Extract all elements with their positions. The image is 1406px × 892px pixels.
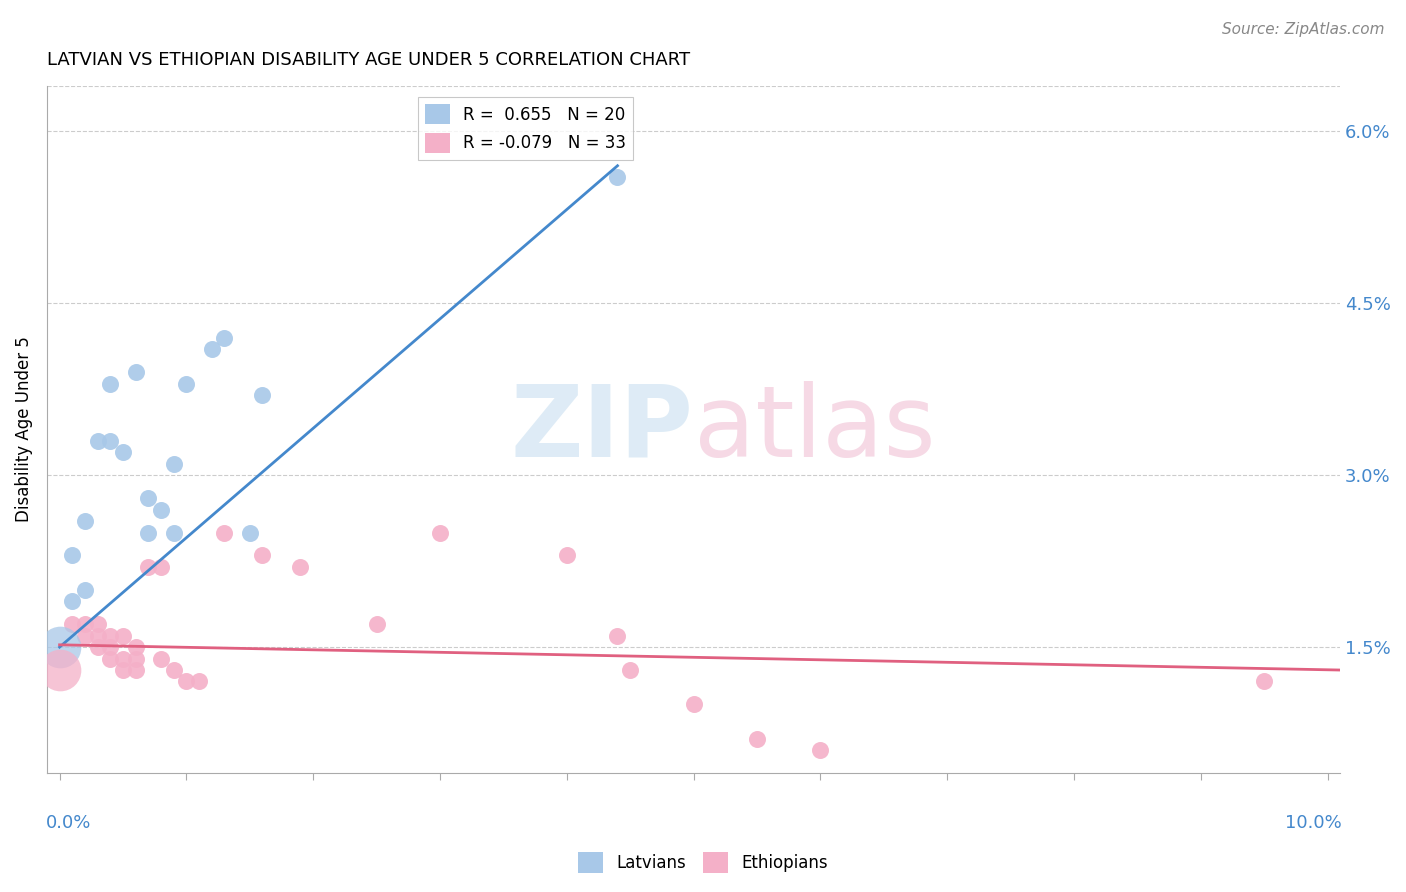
Point	[239, 525, 262, 540]
Point	[366, 617, 388, 632]
Point	[136, 525, 159, 540]
Point	[60, 617, 83, 632]
Point	[60, 594, 83, 608]
Point	[86, 434, 108, 448]
Legend: Latvians, Ethiopians: Latvians, Ethiopians	[571, 846, 835, 880]
Point	[124, 663, 146, 677]
Point	[73, 514, 96, 528]
Point	[60, 549, 83, 563]
Point	[214, 331, 236, 345]
Point	[111, 445, 134, 459]
Point	[163, 663, 186, 677]
Point	[73, 617, 96, 632]
Legend: R =  0.655   N = 20, R = -0.079   N = 33: R = 0.655 N = 20, R = -0.079 N = 33	[418, 97, 633, 160]
Point	[176, 674, 198, 689]
Point	[124, 651, 146, 665]
Point	[150, 502, 173, 516]
Point	[98, 629, 121, 643]
Point	[214, 525, 236, 540]
Point	[124, 640, 146, 654]
Point	[73, 582, 96, 597]
Text: 10.0%: 10.0%	[1285, 814, 1341, 832]
Point	[163, 457, 186, 471]
Point	[808, 743, 831, 757]
Text: atlas: atlas	[693, 381, 935, 478]
Point	[73, 629, 96, 643]
Point	[1253, 674, 1275, 689]
Point	[290, 560, 312, 574]
Text: LATVIAN VS ETHIOPIAN DISABILITY AGE UNDER 5 CORRELATION CHART: LATVIAN VS ETHIOPIAN DISABILITY AGE UNDE…	[46, 51, 690, 69]
Point	[98, 434, 121, 448]
Text: Source: ZipAtlas.com: Source: ZipAtlas.com	[1222, 22, 1385, 37]
Point	[48, 640, 70, 654]
Point	[150, 651, 173, 665]
Point	[555, 549, 578, 563]
Point	[136, 560, 159, 574]
Text: 0.0%: 0.0%	[45, 814, 91, 832]
Point	[86, 640, 108, 654]
Point	[98, 376, 121, 391]
Point	[86, 629, 108, 643]
Point	[124, 365, 146, 379]
Point	[619, 663, 641, 677]
Point	[111, 629, 134, 643]
Point	[111, 663, 134, 677]
Point	[682, 698, 704, 712]
Point	[606, 170, 628, 185]
Point	[252, 549, 274, 563]
Y-axis label: Disability Age Under 5: Disability Age Under 5	[15, 336, 32, 523]
Point	[429, 525, 451, 540]
Point	[48, 663, 70, 677]
Point	[111, 651, 134, 665]
Point	[252, 388, 274, 402]
Point	[201, 342, 224, 356]
Point	[745, 731, 768, 746]
Point	[163, 525, 186, 540]
Point	[606, 629, 628, 643]
Point	[98, 640, 121, 654]
Point	[98, 651, 121, 665]
Point	[86, 617, 108, 632]
Text: ZIP: ZIP	[510, 381, 693, 478]
Point	[136, 491, 159, 505]
Point	[188, 674, 211, 689]
Point	[150, 560, 173, 574]
Point	[176, 376, 198, 391]
